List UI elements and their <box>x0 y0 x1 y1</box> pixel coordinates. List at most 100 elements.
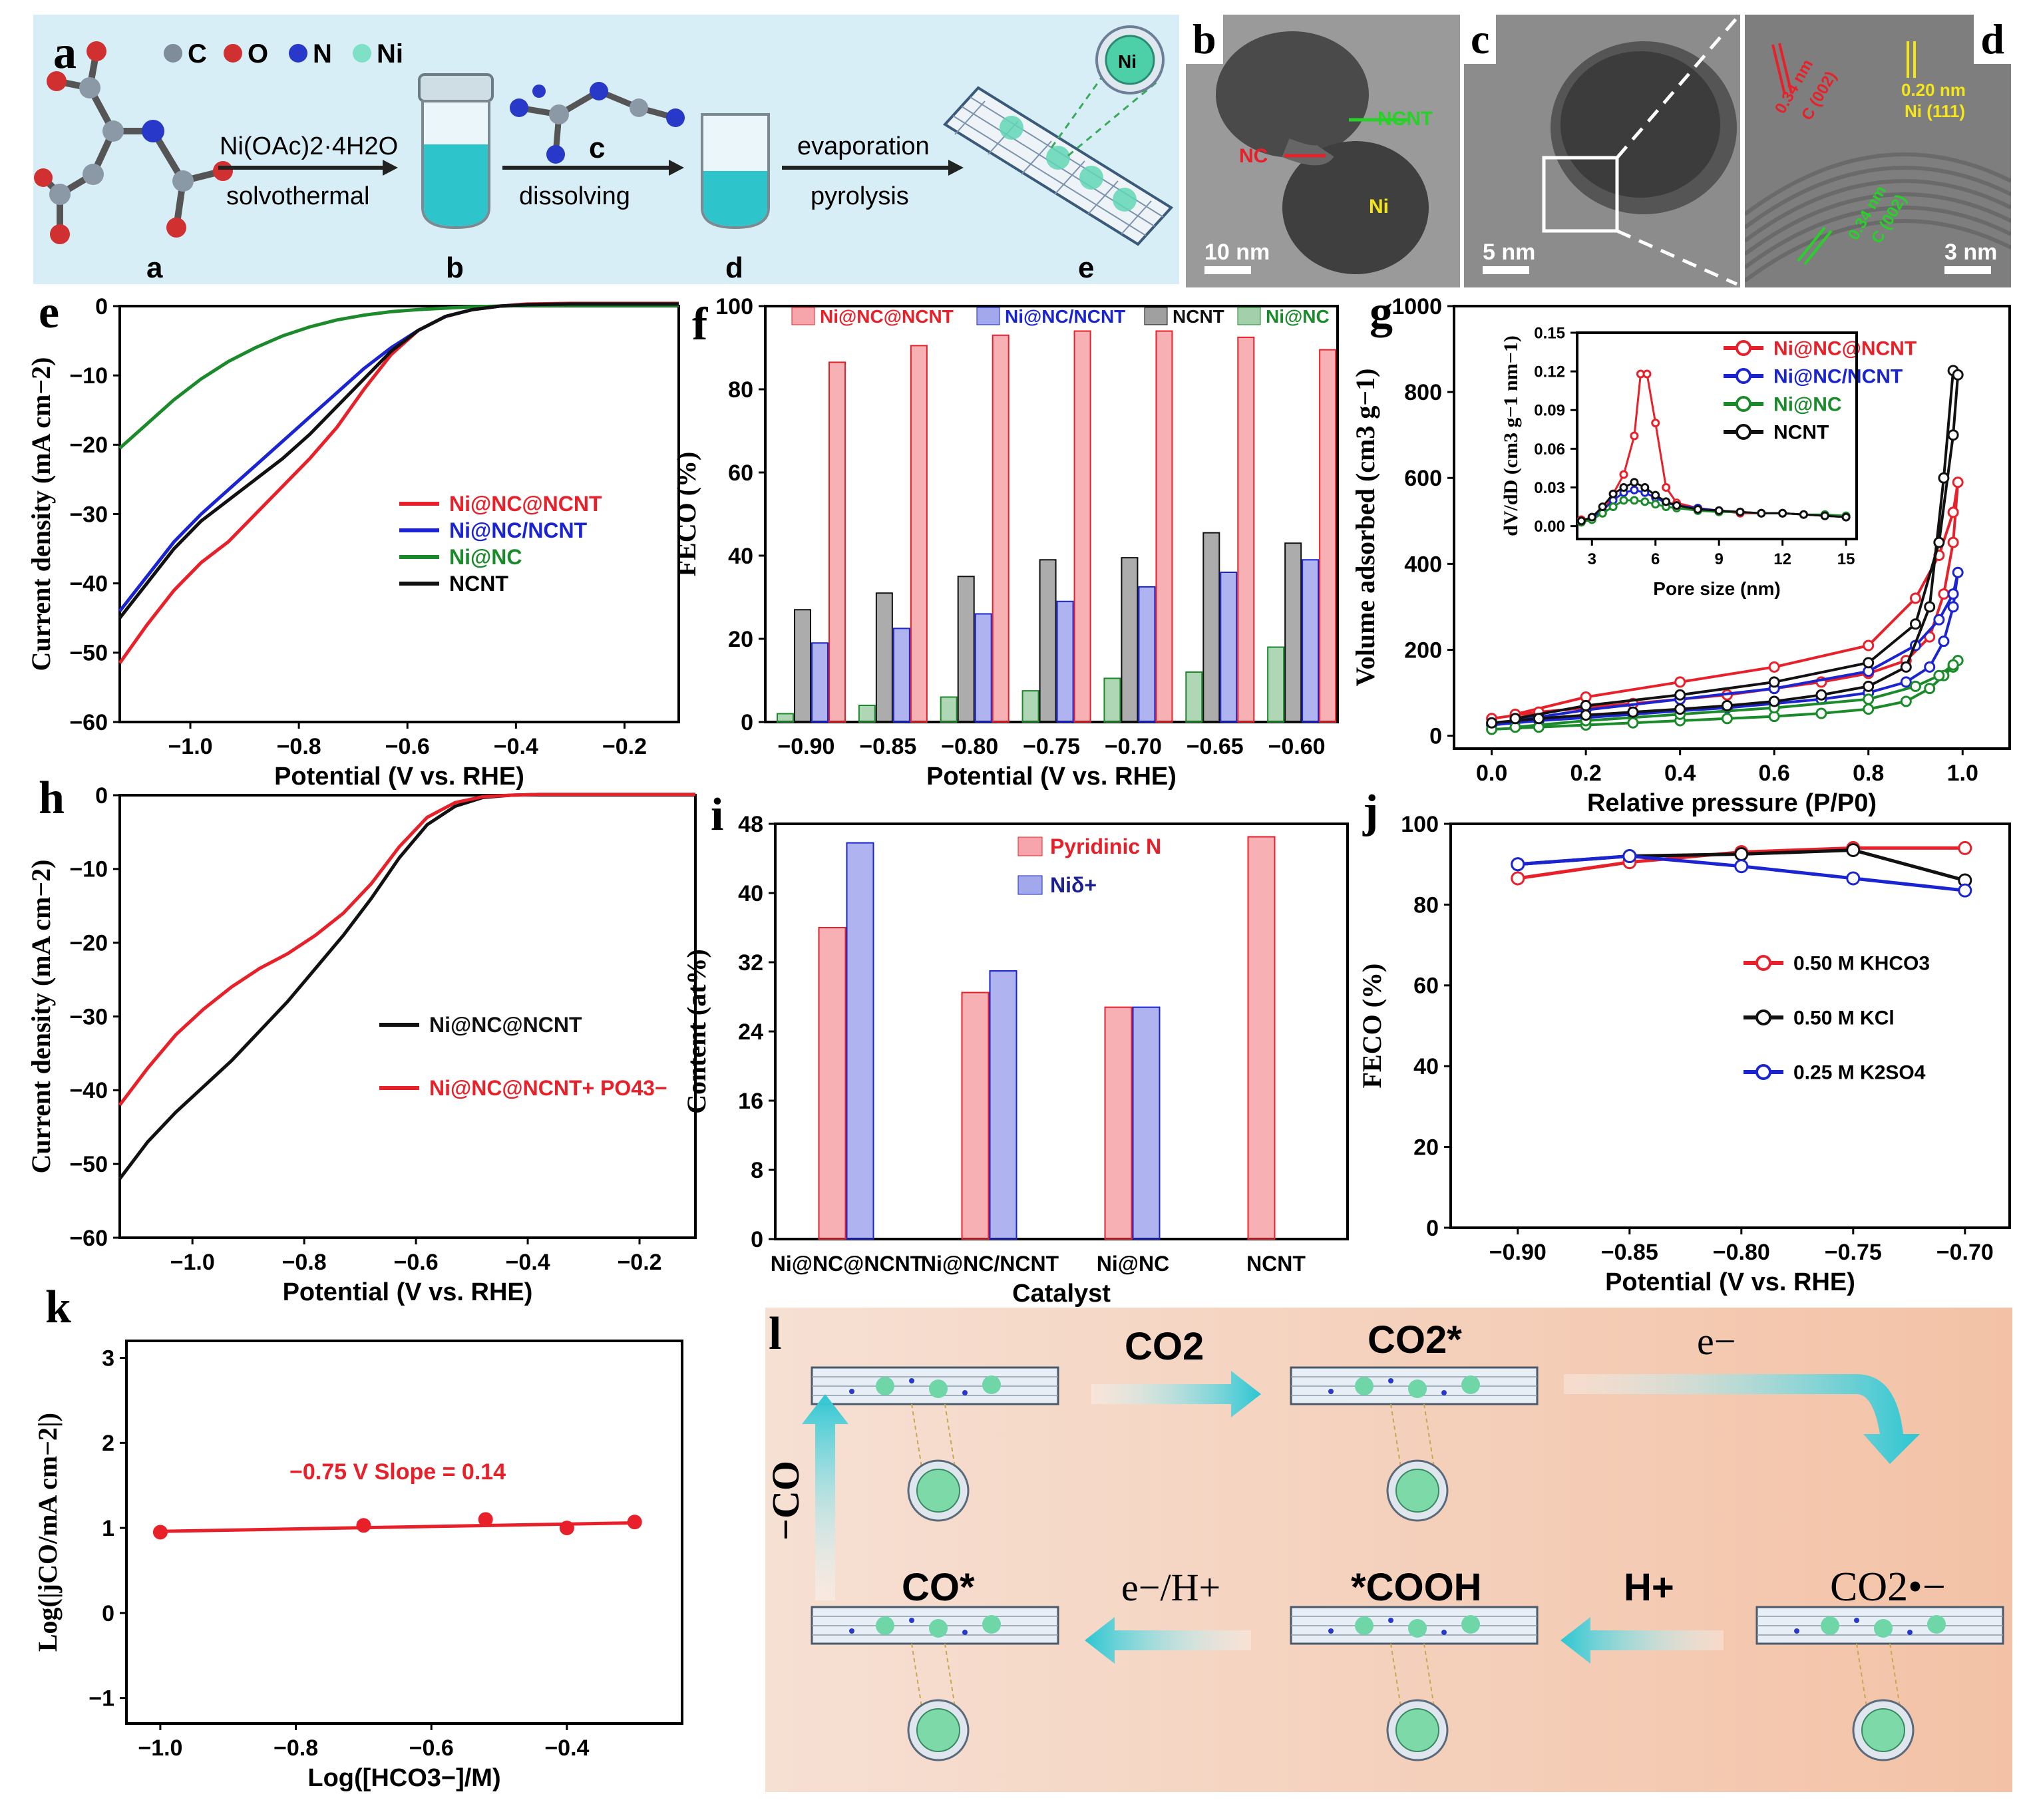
chart-f-legend-swatch <box>1144 307 1168 325</box>
chart-g-xtick-label: 0.8 <box>1853 761 1884 786</box>
panel-a-scheme: C O N Ni Ni(OAc)2·4H2O solvothermal c di… <box>33 15 1179 284</box>
chart-e-ytick-label: −30 <box>69 502 108 527</box>
chart-f-bar-Ni@NC@NCNT <box>992 334 1010 723</box>
chart-i-ytick-label: 16 <box>738 1089 763 1114</box>
chart-f-bar-Ni@NC@NCNT <box>828 361 846 723</box>
chart-f-legend-label: NCNT <box>1173 306 1224 327</box>
chart-f-bar-NCNT <box>1121 557 1139 723</box>
chart-j-ytick-label: 80 <box>1413 892 1439 918</box>
panel-label-g: g <box>1370 287 1393 338</box>
chart-g-series-Ni@NC-point <box>1627 717 1639 729</box>
panel-d-tem: d 0.34 nm C (002) 0.20 nm Ni (111) 0.34 … <box>1745 15 2011 287</box>
legend-n: N <box>313 39 332 69</box>
step3-bottom: pyrolysis <box>811 182 909 210</box>
chart-g-inset-series-NCNT-point <box>1640 483 1650 492</box>
chart-g-series-NCNT-point <box>1721 699 1733 711</box>
chart-g-inset-xtick-label: 12 <box>1773 550 1791 568</box>
chart-f-category: −0.85 <box>859 734 916 759</box>
label-e-minus: e− <box>1697 1320 1736 1363</box>
chart-h-xtick-label: −0.6 <box>394 1250 439 1275</box>
chart-g-inset-frame <box>1576 331 1858 540</box>
chart-g-ylabel: Volume adsorbed (cm3 g−1) <box>1350 369 1380 687</box>
chart-g-inset-series-Ni@NC@NCNT-point <box>1630 431 1639 441</box>
molecule-c <box>510 82 685 164</box>
chart-g-inset-series-NCNT-point <box>1619 483 1628 492</box>
legend-label: Ni@NC/NCNT <box>449 518 588 542</box>
step2-top: c <box>589 132 605 164</box>
chart-g-inset-ylabel: dV/dD (cm3 g−1 nm−1) <box>1500 335 1522 536</box>
chart-i-legend-swatch <box>1017 875 1043 895</box>
chart-j-ytick-label: 40 <box>1413 1054 1439 1079</box>
chart-g-series-Ni@NC/NCNT-point <box>1952 566 1964 578</box>
legend-label: 0.25 M K2SO4 <box>1793 1062 1926 1084</box>
chart-k-fit-line <box>160 1521 635 1533</box>
chart-g-series-Ni@NC-point <box>1924 683 1936 695</box>
label-b-sub: b <box>446 252 464 284</box>
chart-f-bar-Ni@NC/NCNT <box>1138 586 1156 723</box>
chart-f-bar-Ni@NC@NCNT <box>910 345 928 723</box>
chart-g-series-NCNT-point <box>1938 472 1950 484</box>
legend-label: Ni@NC@NCNT+ PO43− <box>429 1076 667 1100</box>
chart-j-series-0.25 M K2SO4-point <box>1846 871 1861 886</box>
chart-f-legend-label: Ni@NC@NCNT <box>820 306 954 327</box>
chart-g-inset-series-NCNT-point <box>1662 497 1671 506</box>
chart-j-series-0.25 M K2SO4-point <box>1511 857 1525 872</box>
legend-marker <box>1755 1009 1771 1025</box>
chart-f-bar-Ni@NC/NCNT <box>1056 600 1074 723</box>
chart-i-category: Ni@NC <box>1097 1252 1169 1276</box>
legend-label: Ni@NC <box>449 545 522 569</box>
chart-f-ytick-label: 40 <box>728 544 753 569</box>
chart-j-ytick-label: 0 <box>1426 1216 1439 1241</box>
chart-f-ytick-label: 20 <box>728 627 753 652</box>
chart-f-bar-Ni@NC <box>1185 671 1203 723</box>
chart-g-series-Ni@NC@NCNT-point <box>1674 676 1686 688</box>
ni-core-label: Ni <box>1118 51 1137 72</box>
panel-label-h: h <box>39 773 65 824</box>
chart-g-series-Ni@NC@NCNT-point <box>1952 476 1964 488</box>
label-a-sub: a <box>146 252 163 284</box>
chart-f-xlabel: Potential (V vs. RHE) <box>926 763 1177 791</box>
label-minus-co: −CO <box>765 1461 807 1541</box>
chart-g-series-NCNT-point <box>1815 689 1827 701</box>
chart-i-ytick-label: 24 <box>738 1019 763 1045</box>
chart-e-xtick-label: −0.8 <box>277 734 321 759</box>
chart-i-bar-Pyridinic N <box>1247 836 1276 1240</box>
chart-h-xlabel: Potential (V vs. RHE) <box>283 1278 533 1306</box>
panel-label-d: d <box>1974 15 2011 64</box>
chart-i-legend-swatch <box>1017 836 1043 856</box>
chart-h-series-Ni@NC@NCNT <box>118 793 695 1180</box>
legend-marker <box>1755 1064 1771 1080</box>
panel-label-j: j <box>1363 786 1379 837</box>
chart-j-xtick-label: −0.80 <box>1713 1240 1770 1265</box>
chart-j-xtick-label: −0.70 <box>1936 1240 1994 1265</box>
chart-e-xtick-label: −0.2 <box>602 734 647 759</box>
chart-g-inset-series-Ni@NC-point <box>1608 502 1618 512</box>
chart-f-bar-Ni@NC@NCNT <box>1155 330 1173 723</box>
chart-g-series-Ni@NC@NCNT-point <box>1768 661 1780 673</box>
chart-g-ytick-label: 0 <box>1429 724 1442 749</box>
chart-g-ytick-label: 200 <box>1404 637 1442 663</box>
chart-e-xtick-label: −0.6 <box>385 734 430 759</box>
chart-g-series-NCNT-point <box>1580 699 1592 711</box>
chart-f-ytick-label: 60 <box>728 460 753 486</box>
chart-f-legend-swatch <box>791 307 815 325</box>
chart-k-point <box>627 1515 642 1530</box>
chart-i-ytick-label: 32 <box>738 950 763 976</box>
chart-g-inset-series-NCNT-point <box>1598 502 1607 512</box>
panel-c-tem: c 5 nm <box>1464 15 1740 287</box>
legend-label: Ni@NC@NCNT <box>1773 338 1917 360</box>
chart-g-inset-series-NCNT-point <box>1736 507 1745 516</box>
chart-k-annotation: −0.75 V Slope = 0.14 <box>289 1459 506 1485</box>
chart-f-bar-NCNT <box>1202 532 1220 723</box>
chart-g-series-Ni@NC@NCNT-point <box>1863 639 1875 651</box>
chart-j-ytick-label: 60 <box>1413 974 1439 999</box>
legend-marker <box>1736 340 1751 356</box>
chart-g-ytick-label: 800 <box>1404 380 1442 405</box>
chart-g-series-Ni@NC/NCNT-point <box>1933 614 1945 626</box>
label-e-sub: e <box>1078 252 1094 284</box>
chart-g: 0.0 0.2 0.4 0.6 0.8 1.0 0 200 400 600 800 1000 Relat… <box>1350 294 2011 817</box>
chart-g-series-Ni@NC/NCNT-point <box>1924 661 1936 673</box>
chart-j-xtick-label: −0.75 <box>1825 1240 1882 1265</box>
chart-e: −1.0 −0.8 −0.6 −0.4 −0.2 0 −10 −20 −30 −40 −50 −60 P… <box>26 294 680 791</box>
chart-i-ytick-label: 40 <box>738 881 763 906</box>
